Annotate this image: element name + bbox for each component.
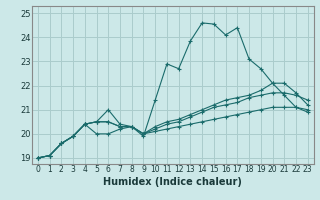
- X-axis label: Humidex (Indice chaleur): Humidex (Indice chaleur): [103, 177, 242, 187]
